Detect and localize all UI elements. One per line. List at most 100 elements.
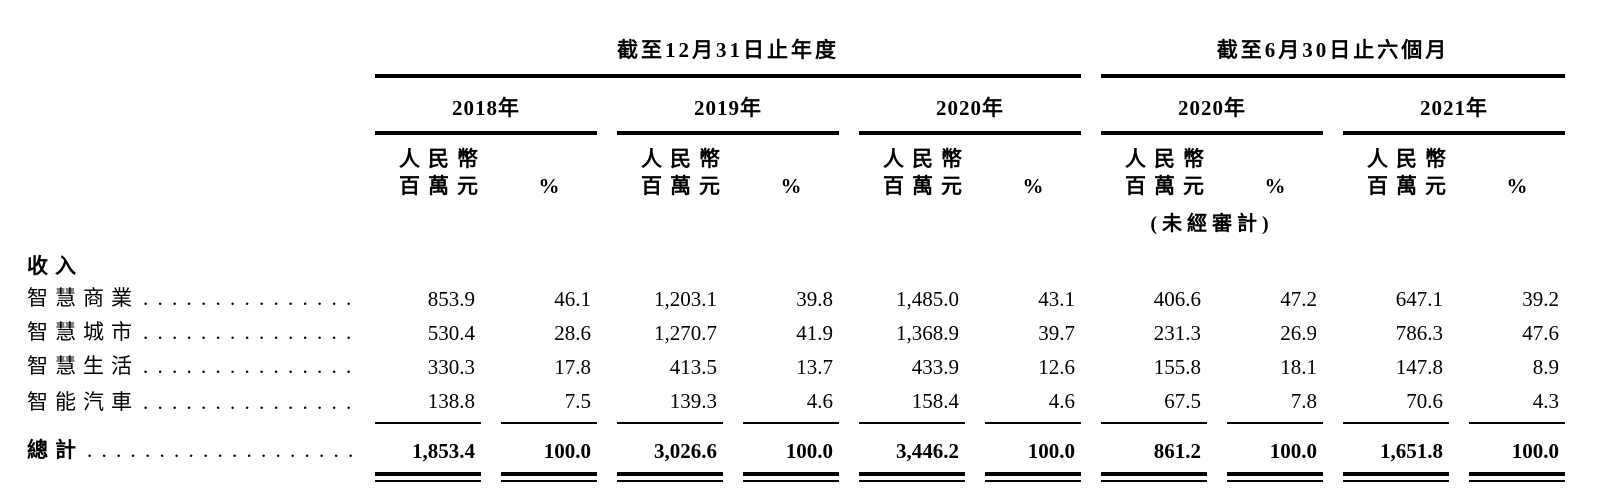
value-cell: 7.8 [1227,384,1324,424]
value-cell: 43.1 [1038,287,1076,311]
unit-header: 人民幣 百萬元 [375,135,481,200]
row-label-cell: 智能汽車 [27,384,355,424]
col-group-title-interim: 截至6月30日止六個月 [1101,20,1566,78]
pct-header: % [780,174,802,198]
double-rule [501,472,597,482]
unit-line1: 人民幣 [883,147,965,171]
year-header-2020: 2020年 [859,78,1082,135]
pct-header: % [1506,174,1528,198]
value-cell: 433.9 [911,355,959,379]
double-rule-row [27,472,1566,482]
value-cell: 1,485.0 [896,287,959,311]
dot-leaders [139,390,355,415]
unit-line2: 百萬元 [399,174,481,198]
year-header-2020-interim: 2020年 [1101,78,1324,135]
unit-line2: 百萬元 [641,174,723,198]
row-label: 智能汽車 [27,390,139,414]
value-cell: 41.9 [796,321,833,345]
value-cell: 1,368.9 [896,321,959,345]
value-cell: 155.8 [1153,355,1202,379]
spacer-cell [375,236,1565,282]
row-label-cell: 智慧生活 [27,350,355,384]
unit-line2: 百萬元 [1125,174,1208,198]
value-cell: 47.2 [1280,287,1318,311]
row-label-cell: 智慧城市 [27,316,355,350]
table-row: 智慧商業 853.9 46.1 1,203.1 39.8 1,485.0 43.… [27,282,1565,316]
value-cell: 67.5 [1101,384,1208,424]
dot-leaders [139,286,355,311]
revenue-breakdown-table: 截至12月31日止年度 截至6月30日止六個月 2018年 2019年 2020… [7,20,1585,482]
period-header-row: 截至12月31日止年度 截至6月30日止六個月 [27,20,1566,78]
dot-leaders [83,438,355,463]
row-label: 智慧生活 [27,354,139,378]
total-value-cell: 100.0 [1269,439,1318,463]
double-rule [375,472,481,482]
total-value-cell: 3,026.6 [654,439,717,463]
unit-header: 人民幣 百萬元 [1343,135,1449,200]
unit-line1: 人民幣 [1367,147,1450,171]
value-cell: 18.1 [1280,355,1318,379]
unit-header: 人民幣 百萬元 [1101,135,1207,200]
total-value-cell: 100.0 [543,439,591,463]
double-rule [1469,472,1566,482]
value-cell: 4.3 [1469,384,1566,424]
spacer-cell [27,78,355,135]
table-row: 智慧城市 530.4 28.6 1,270.7 41.9 1,368.9 39.… [27,316,1565,350]
value-cell: 647.1 [1395,287,1444,311]
double-rule [1343,472,1450,482]
total-value-cell: 861.2 [1153,439,1202,463]
double-rule [985,472,1082,482]
value-cell: 853.9 [427,287,475,311]
spacer-cell [27,472,355,482]
value-cell: 7.5 [501,384,597,424]
value-cell: 231.3 [1153,321,1202,345]
value-cell: 70.6 [1343,384,1450,424]
value-cell: 4.6 [743,384,839,424]
spacer-cell [27,200,355,236]
unaudited-row: (未經審計) [27,200,1565,236]
total-value-cell: 1,651.8 [1380,439,1444,463]
spacer-cell [27,135,355,200]
value-cell: 39.8 [796,287,833,311]
col-group-title-annual: 截至12月31日止年度 [375,20,1082,78]
value-cell: 17.8 [554,355,591,379]
spacer-cell [1343,200,1565,236]
pct-header: % [1264,174,1286,198]
value-cell: 26.9 [1280,321,1318,345]
row-label: 智慧商業 [27,286,139,310]
dot-leaders [139,320,355,345]
unit-header: 人民幣 百萬元 [859,135,965,200]
value-cell: 158.4 [859,384,965,424]
table-row: 智慧生活 330.3 17.8 413.5 13.7 433.9 12.6 15… [27,350,1565,384]
section-header-revenue: 收入 [27,254,83,278]
unit-header: 人民幣 百萬元 [617,135,723,200]
spacer-cell [27,20,355,78]
year-header-row: 2018年 2019年 2020年 2020年 2021年 [27,78,1566,135]
unit-line2: 百萬元 [883,174,965,198]
double-rule [1101,472,1208,482]
section-header-row: 收入 [27,236,1565,282]
year-header-2019: 2019年 [617,78,839,135]
unit-header-row: 人民幣 百萬元 % 人民幣 百萬元 % 人民幣 百萬元 % 人民幣 百萬元 % 人民幣百… [27,135,1565,200]
value-cell: 147.8 [1395,355,1444,379]
total-value-cell: 1,853.4 [412,439,475,463]
total-value-cell: 100.0 [1511,439,1560,463]
value-cell: 39.2 [1522,287,1560,311]
value-cell: 786.3 [1395,321,1444,345]
value-cell: 139.3 [617,384,723,424]
unaudited-note: (未經審計) [1150,213,1274,235]
double-rule [1227,472,1324,482]
value-cell: 530.4 [427,321,475,345]
value-cell: 8.9 [1532,355,1560,379]
unit-line1: 人民幣 [399,147,481,171]
row-label-cell: 智慧商業 [27,282,355,316]
dot-leaders [139,354,355,379]
value-cell: 12.6 [1038,355,1076,379]
total-value-cell: 100.0 [1027,439,1076,463]
value-cell: 406.6 [1153,287,1202,311]
pct-header: % [538,174,560,198]
value-cell: 46.1 [554,287,591,311]
year-header-2021-interim: 2021年 [1343,78,1566,135]
pct-header: % [1022,174,1044,198]
